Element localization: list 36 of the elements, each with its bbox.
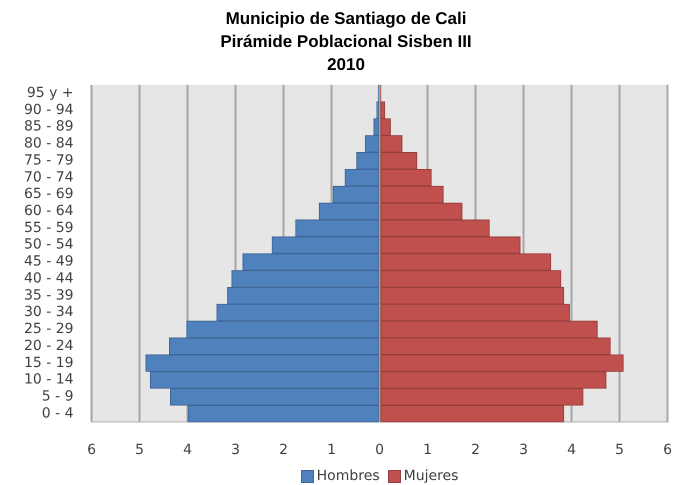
x-tick-label: 4 — [567, 442, 576, 458]
y-tick-label: 85 - 89 — [24, 118, 74, 135]
y-tick-label: 5 - 9 — [42, 388, 74, 405]
x-tick-label: 5 — [615, 442, 624, 458]
y-tick-label: 90 - 94 — [24, 102, 74, 118]
y-tick-label: 65 - 69 — [24, 186, 74, 202]
y-tick-label: 80 - 84 — [24, 136, 74, 152]
y-tick-label: 30 - 34 — [24, 304, 74, 320]
y-tick-label: 15 - 19 — [24, 354, 74, 371]
y-tick-label: 70 - 74 — [24, 169, 74, 186]
y-tick-label: 45 - 49 — [24, 254, 74, 270]
y-tick-label: 95 y + — [26, 84, 74, 101]
y-tick-label: 40 - 44 — [24, 270, 74, 286]
y-tick-label: 0 - 4 — [42, 405, 74, 422]
x-tick-label: 2 — [279, 442, 288, 458]
x-tick-label: 6 — [663, 442, 672, 458]
y-tick-label: 55 - 59 — [24, 220, 74, 236]
x-tick-label: 3 — [231, 442, 240, 458]
legend-label: Hombres — [316, 468, 380, 485]
x-tick-label: 5 — [135, 442, 144, 458]
y-tick-label: 75 - 79 — [24, 152, 74, 168]
y-tick-label: 60 - 64 — [24, 202, 74, 219]
y-tick-label: 25 - 29 — [24, 321, 74, 338]
y-tick-label: 35 - 39 — [24, 287, 74, 304]
x-tick-label: 2 — [471, 442, 480, 458]
x-tick-label: 0 — [375, 442, 384, 458]
x-tick-label: 3 — [519, 442, 528, 458]
chart-title: Municipio de Santiago de Cali Pirámide Poblacional Sisben III 2010 — [220, 9, 472, 74]
legend-label: Mujeres — [404, 468, 458, 485]
x-tick-label: 4 — [183, 442, 192, 458]
x-tick-label: 6 — [87, 442, 96, 458]
y-tick-label: 20 - 24 — [24, 338, 74, 354]
y-tick-label: 10 - 14 — [24, 372, 74, 388]
x-tick-label: 1 — [327, 442, 336, 458]
x-tick-label: 1 — [423, 442, 432, 458]
y-tick-label: 50 - 54 — [24, 236, 74, 253]
